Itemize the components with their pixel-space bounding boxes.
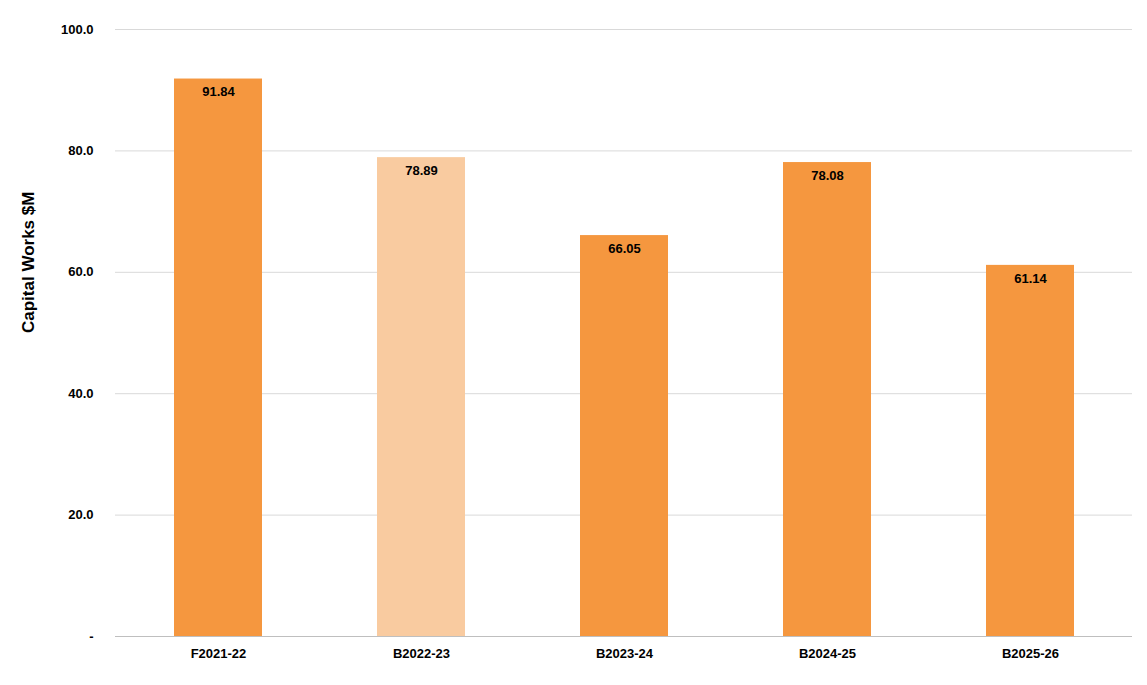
svg-text:40.0: 40.0 xyxy=(68,386,93,401)
svg-text:61.14: 61.14 xyxy=(1014,271,1047,286)
svg-text:-: - xyxy=(89,629,93,644)
svg-text:78.89: 78.89 xyxy=(405,163,438,178)
svg-text:100.0: 100.0 xyxy=(61,22,94,37)
svg-text:78.08: 78.08 xyxy=(811,168,844,183)
svg-text:60.0: 60.0 xyxy=(68,264,93,279)
svg-text:B2023-24: B2023-24 xyxy=(596,646,654,661)
svg-text:B2025-26: B2025-26 xyxy=(1002,646,1059,661)
svg-text:Capital Works $M: Capital Works $M xyxy=(19,192,38,333)
svg-text:20.0: 20.0 xyxy=(68,507,93,522)
svg-text:B2024-25: B2024-25 xyxy=(799,646,856,661)
svg-text:91.84: 91.84 xyxy=(202,84,235,99)
svg-text:80.0: 80.0 xyxy=(68,143,93,158)
svg-text:F2021-22: F2021-22 xyxy=(191,646,247,661)
svg-text:66.05: 66.05 xyxy=(608,241,641,256)
svg-text:B2022-23: B2022-23 xyxy=(393,646,450,661)
